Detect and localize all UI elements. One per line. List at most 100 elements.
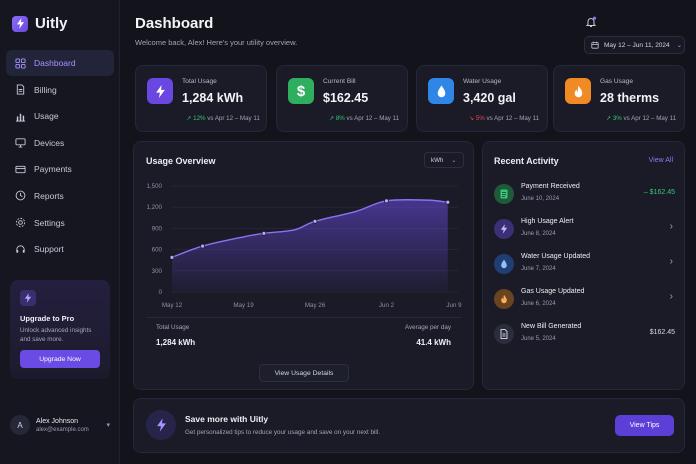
stat-change: ↘ 5% vs Apr 12 – May 11 — [468, 115, 540, 122]
chevron-down-icon[interactable]: ▾ — [106, 422, 110, 429]
activity-title: New Bill Generated — [521, 323, 582, 330]
sidebar-item-payments[interactable]: Payments — [6, 156, 114, 182]
data-point[interactable] — [312, 218, 318, 224]
bolt-icon — [12, 15, 28, 32]
total-usage-label: Total Usage — [156, 324, 190, 331]
chevron-right-icon: › — [669, 291, 673, 302]
activity-item[interactable]: Gas Usage Updated June 6, 2024 › — [494, 287, 675, 311]
y-tick-label: 1,500 — [147, 183, 163, 190]
x-tick-label: May 26 — [305, 302, 326, 309]
upgrade-now-button[interactable]: Upgrade Now — [20, 350, 100, 368]
trend-up-icon: ↗ — [328, 115, 336, 122]
activity-item[interactable]: Water Usage Updated June 7, 2024 › — [494, 252, 675, 276]
receipt-icon — [494, 184, 514, 204]
data-point[interactable] — [261, 230, 267, 236]
activity-title: Payment Received — [521, 183, 580, 190]
x-tick-label: May 12 — [162, 302, 183, 309]
view-usage-details-button[interactable]: View Usage Details — [259, 364, 349, 382]
average-per-day-value: 41.4 kWh — [416, 338, 451, 347]
upgrade-title: Upgrade to Pro — [20, 314, 75, 323]
stat-label: Water Usage — [463, 78, 502, 85]
stat-card-current-bill[interactable]: $ Current Bill $162.45 ↗ 8% vs Apr 12 – … — [276, 65, 408, 132]
stat-card-water-usage[interactable]: Water Usage 3,420 gal ↘ 5% vs Apr 12 – M… — [416, 65, 548, 132]
user-menu[interactable]: A Alex Johnson alex@example.com ▾ — [10, 415, 110, 435]
y-tick-label: 0 — [159, 289, 163, 296]
sidebar-item-devices[interactable]: Devices — [6, 130, 114, 156]
brand[interactable]: Uitly — [12, 15, 68, 32]
activity-amount: $162.45 — [649, 329, 675, 336]
calendar-icon — [591, 41, 599, 49]
bolt-icon — [20, 290, 36, 306]
date-range-label: May 12 – Jun 11, 2024 — [604, 41, 670, 49]
activity-title: High Usage Alert — [521, 218, 574, 225]
bell-icon[interactable] — [585, 16, 597, 28]
stat-change: ↗ 3% vs Apr 12 – May 11 — [605, 115, 677, 122]
sidebar-item-label: Support — [34, 244, 64, 255]
stat-card-total-usage[interactable]: Total Usage 1,284 kWh ↗ 12% vs Apr 12 – … — [135, 65, 267, 132]
sidebar-item-settings[interactable]: Settings — [6, 210, 114, 236]
sidebar-nav: Dashboard Billing Usage Devices Payments… — [6, 50, 114, 263]
flame-icon — [494, 289, 514, 309]
gear-icon — [15, 217, 26, 228]
activity-item[interactable]: High Usage Alert June 8, 2024 › — [494, 217, 675, 241]
activity-date: June 5, 2024 — [521, 336, 556, 342]
divider — [146, 317, 462, 318]
usage-area-chart: 0 300 600 900 1,200 1,500 May 12 May 19 May 26 Ju… — [147, 183, 463, 309]
page-title: Dashboard — [135, 15, 214, 32]
y-tick-label: 300 — [152, 268, 163, 275]
usage-overview-card: Usage Overview kWh ⌄ 0 300 600 900 1,200 1,50… — [133, 141, 474, 390]
clock-icon — [15, 191, 26, 201]
sidebar-item-billing[interactable]: Billing — [6, 77, 114, 103]
bolt-icon — [146, 410, 176, 440]
stat-change: ↗ 8% vs Apr 12 – May 11 — [328, 115, 400, 122]
date-range-picker[interactable]: May 12 – Jun 11, 2024 ⌄ — [584, 36, 685, 54]
activity-date: June 10, 2024 — [521, 196, 560, 202]
activity-item[interactable]: New Bill Generated June 5, 2024 $162.45 — [494, 322, 675, 346]
avatar: A — [10, 415, 30, 435]
chevron-right-icon: › — [669, 256, 673, 267]
usage-overview-title: Usage Overview — [146, 156, 216, 166]
activity-title: Water Usage Updated — [521, 253, 590, 260]
stat-change: ↗ 12% vs Apr 12 – May 11 — [186, 115, 260, 122]
chevron-down-icon: ⌄ — [451, 156, 457, 164]
page-subtitle: Welcome back, Alex! Here's your utility … — [135, 38, 298, 47]
sidebar-item-label: Settings — [34, 217, 65, 228]
upgrade-description: Unlock advanced insights and save more. — [20, 327, 92, 343]
usage-area — [172, 199, 448, 292]
stat-label: Total Usage — [182, 78, 217, 85]
sidebar-item-usage[interactable]: Usage — [6, 103, 114, 129]
tips-banner: Save more with Uitly Get personalized ti… — [133, 398, 685, 453]
recent-activity-title: Recent Activity — [494, 156, 559, 166]
document-icon — [16, 84, 25, 95]
sidebar-item-support[interactable]: Support — [6, 236, 114, 262]
tips-title: Save more with Uitly — [185, 414, 269, 424]
data-point[interactable] — [169, 254, 175, 260]
y-tick-label: 600 — [152, 247, 163, 254]
stat-card-gas-usage[interactable]: Gas Usage 28 therms ↗ 3% vs Apr 12 – May… — [553, 65, 685, 132]
data-point[interactable] — [445, 199, 451, 205]
dollar-icon: $ — [288, 78, 314, 104]
x-tick-label: Jun 2 — [379, 302, 395, 309]
unit-select[interactable]: kWh ⌄ — [424, 152, 464, 168]
sidebar-item-label: Devices — [34, 137, 65, 148]
sidebar-item-reports[interactable]: Reports — [6, 183, 114, 209]
x-tick-label: Jun 9 — [446, 302, 462, 309]
chevron-right-icon: › — [669, 221, 673, 232]
sidebar-item-label: Reports — [34, 190, 64, 201]
droplet-icon — [494, 254, 514, 274]
data-point[interactable] — [384, 198, 389, 204]
chevron-down-icon: ⌄ — [676, 42, 683, 49]
droplet-icon — [428, 78, 454, 104]
activity-amount: – $162.45 — [643, 189, 675, 196]
sidebar: Uitly Dashboard Billing Usage Devices Pa… — [0, 0, 120, 464]
total-usage-value: 1,284 kWh — [156, 338, 196, 347]
view-tips-button[interactable]: View Tips — [615, 415, 674, 436]
sidebar-item-label: Payments — [34, 164, 72, 175]
data-point[interactable] — [200, 243, 206, 249]
monitor-icon — [15, 138, 26, 148]
sidebar-item-dashboard[interactable]: Dashboard — [6, 50, 114, 76]
view-all-link[interactable]: View All — [648, 157, 673, 164]
stat-value: 28 therms — [600, 91, 660, 105]
sidebar-item-label: Billing — [34, 84, 57, 95]
activity-item[interactable]: Payment Received June 10, 2024 – $162.45 — [494, 182, 675, 206]
